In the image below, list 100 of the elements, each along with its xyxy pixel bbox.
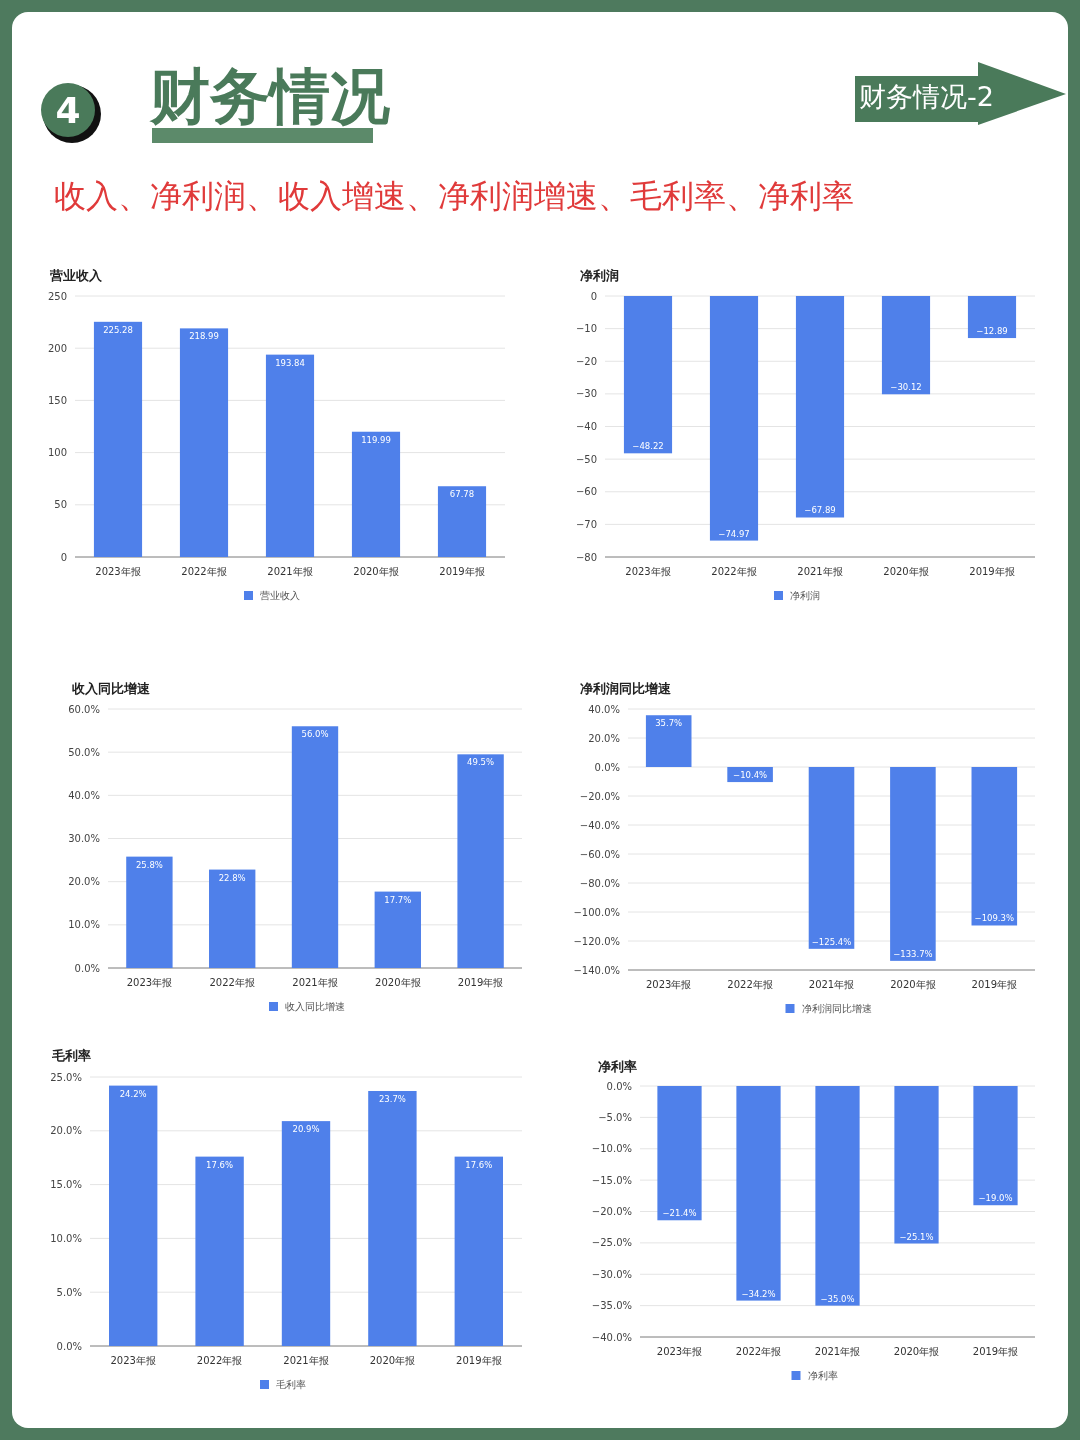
y-tick-label: −60.0% bbox=[579, 848, 620, 860]
x-tick-label: 2019年报 bbox=[456, 1355, 502, 1366]
data-label: 25.8% bbox=[135, 859, 163, 870]
y-tick-label: −15.0% bbox=[591, 1174, 632, 1186]
chart-title: 净利率 bbox=[598, 1059, 637, 1074]
y-tick-label: 25.0% bbox=[50, 1071, 82, 1083]
y-tick-label: 10.0% bbox=[50, 1232, 82, 1244]
y-tick-label: 0.0% bbox=[594, 761, 620, 773]
y-tick-label: 50.0% bbox=[68, 746, 100, 758]
data-label: −21.4% bbox=[662, 1208, 697, 1219]
y-tick-label: −35.0% bbox=[591, 1300, 632, 1312]
y-tick-label: 15.0% bbox=[50, 1179, 82, 1191]
text: 财务情况-2 bbox=[859, 81, 994, 112]
chart-title: 净利润同比增速 bbox=[580, 681, 672, 696]
x-tick-label: 2020年报 bbox=[890, 979, 936, 990]
y-tick-label: −30 bbox=[575, 388, 597, 400]
y-tick-label: −10 bbox=[575, 323, 597, 335]
data-label: −34.2% bbox=[741, 1288, 776, 1299]
data-label: −48.22 bbox=[632, 441, 664, 452]
x-tick-label: 2023年报 bbox=[110, 1355, 156, 1366]
x-tick-label: 2019年报 bbox=[972, 1346, 1019, 1357]
data-label: 193.84 bbox=[275, 357, 305, 368]
y-tick-label: −40 bbox=[575, 421, 597, 432]
data-label: 56.0% bbox=[301, 729, 329, 740]
x-tick-label: 2022年报 bbox=[711, 566, 757, 577]
y-tick-label: −80.0% bbox=[579, 877, 620, 889]
y-tick-label: −20.0% bbox=[591, 1206, 632, 1217]
data-label: 49.5% bbox=[467, 757, 495, 768]
y-tick-label: 0.0% bbox=[56, 1340, 82, 1352]
x-tick-label: 2021年报 bbox=[814, 1346, 861, 1357]
data-label: −19.0% bbox=[978, 1193, 1013, 1204]
data-label: −25.1% bbox=[899, 1231, 934, 1242]
legend-label: 净利润同比增速 bbox=[801, 1003, 872, 1014]
chart-title: 净利润 bbox=[580, 268, 619, 283]
y-tick-label: 50 bbox=[54, 499, 67, 511]
y-tick-label: 40.0% bbox=[68, 789, 100, 801]
text: 收入、净利润、收入增速、净利润增速、毛利率、净利率 bbox=[54, 177, 854, 215]
y-tick-label: 250 bbox=[47, 290, 67, 302]
x-tick-label: 2022年报 bbox=[181, 566, 227, 577]
x-tick-label: 2019年报 bbox=[969, 566, 1015, 577]
y-tick-label: 5.0% bbox=[56, 1286, 82, 1298]
y-tick-label: 10.0% bbox=[68, 919, 100, 931]
data-label: −10.4% bbox=[733, 770, 768, 781]
data-label: −74.97 bbox=[718, 528, 750, 539]
x-tick-label: 2021年报 bbox=[283, 1355, 329, 1366]
y-tick-label: −70 bbox=[575, 518, 597, 530]
data-label: 17.7% bbox=[384, 894, 412, 905]
x-tick-label: 2023年报 bbox=[126, 977, 173, 988]
y-tick-label: −20 bbox=[575, 355, 597, 367]
x-tick-label: 2021年报 bbox=[292, 977, 338, 988]
bar bbox=[126, 856, 173, 968]
data-label: 17.6% bbox=[465, 1159, 493, 1170]
legend-label: 毛利率 bbox=[276, 1379, 306, 1390]
y-tick-label: 20.0% bbox=[68, 876, 100, 888]
x-tick-label: 2020年报 bbox=[369, 1355, 416, 1366]
y-tick-label: 30.0% bbox=[68, 833, 100, 844]
y-tick-label: −10.0% bbox=[591, 1143, 632, 1155]
chart-title: 收入同比增速 bbox=[72, 681, 151, 696]
data-label: 23.7% bbox=[378, 1093, 406, 1104]
y-tick-label: −25.0% bbox=[591, 1237, 632, 1249]
legend-label: 净利率 bbox=[807, 1370, 838, 1381]
legend-label: 收入同比增速 bbox=[285, 1001, 345, 1012]
data-label: −35.0% bbox=[820, 1293, 855, 1304]
y-tick-label: −120.0% bbox=[573, 935, 620, 947]
x-tick-label: 2019年报 bbox=[457, 977, 504, 988]
bar bbox=[351, 431, 401, 557]
y-tick-label: 200 bbox=[47, 342, 67, 354]
x-tick-label: 2020年报 bbox=[883, 566, 929, 577]
y-tick-label: 0 bbox=[60, 551, 67, 563]
data-label: 22.8% bbox=[218, 872, 246, 883]
x-tick-label: 2022年报 bbox=[727, 979, 773, 990]
x-tick-label: 2021年报 bbox=[797, 566, 843, 577]
y-tick-label: 0 bbox=[590, 290, 597, 302]
y-tick-label: −40.0% bbox=[579, 819, 620, 831]
legend-label: 净利润 bbox=[790, 590, 820, 601]
y-tick-label: 60.0% bbox=[68, 703, 100, 715]
x-tick-label: 2021年报 bbox=[808, 979, 855, 990]
y-tick-label: −80 bbox=[575, 551, 597, 563]
data-label: −12.89 bbox=[976, 326, 1008, 337]
data-label: −67.89 bbox=[804, 505, 836, 516]
bar bbox=[457, 754, 504, 968]
data-label: 225.28 bbox=[103, 324, 133, 335]
bar bbox=[109, 1085, 158, 1346]
x-tick-label: 2023年报 bbox=[95, 566, 141, 577]
x-tick-label: 2023年报 bbox=[625, 566, 671, 577]
data-label: 24.2% bbox=[119, 1088, 147, 1099]
y-tick-label: −140.0% bbox=[573, 964, 620, 976]
data-label: −133.7% bbox=[893, 948, 933, 959]
data-label: 67.78 bbox=[449, 489, 475, 500]
y-tick-label: 0.0% bbox=[74, 962, 100, 974]
bar bbox=[291, 726, 339, 968]
x-tick-label: 2023年报 bbox=[656, 1346, 703, 1357]
bar bbox=[209, 869, 256, 968]
y-tick-label: −50 bbox=[575, 453, 597, 465]
y-tick-label: −60 bbox=[575, 486, 597, 498]
y-tick-label: 40.0% bbox=[588, 703, 620, 715]
data-label: −125.4% bbox=[811, 936, 852, 947]
x-tick-label: 2020年报 bbox=[893, 1346, 940, 1357]
x-tick-label: 2021年报 bbox=[267, 566, 313, 577]
x-tick-label: 2023年报 bbox=[645, 979, 692, 990]
